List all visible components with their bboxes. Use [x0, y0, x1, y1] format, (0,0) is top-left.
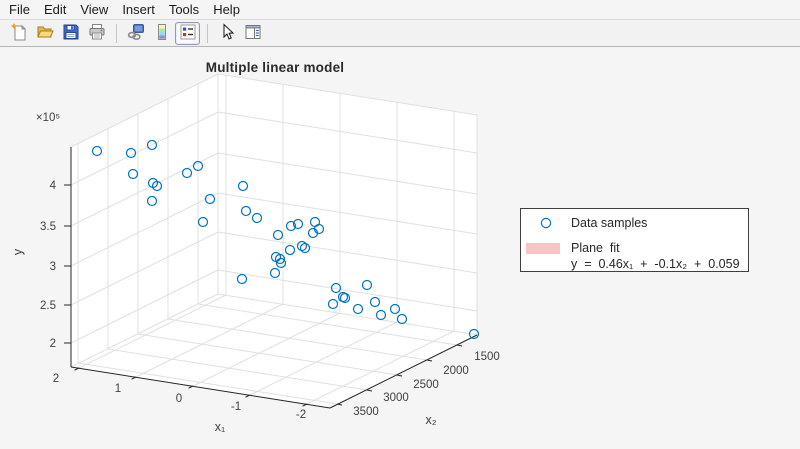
legend-label: Data samples: [571, 216, 648, 230]
data-point: [285, 220, 297, 232]
legend-item-data-samples: Data samples: [521, 214, 748, 232]
save-figure-button[interactable]: [58, 22, 83, 45]
toolbar: [0, 21, 800, 47]
data-point: [337, 291, 349, 303]
insert-colorbar-button[interactable]: [149, 22, 174, 45]
plane-fit-swatch: [526, 243, 560, 254]
data-point: [274, 253, 286, 265]
data-point: [236, 273, 248, 285]
svg-text:-2: -2: [296, 409, 306, 421]
data-point: [313, 223, 325, 235]
svg-text:4: 4: [50, 180, 57, 192]
menu-help[interactable]: Help: [213, 2, 240, 17]
svg-text:2: 2: [50, 338, 56, 350]
data-point: [146, 139, 158, 151]
svg-text:3500: 3500: [353, 406, 379, 418]
legend-icon: [179, 23, 197, 44]
data-point: [240, 205, 252, 217]
data-point: [296, 240, 308, 252]
legend-marker-circle: [521, 216, 571, 230]
data-point: [251, 212, 263, 224]
data-point: [389, 303, 401, 315]
data-point: [204, 193, 216, 205]
menu-view[interactable]: View: [80, 2, 109, 17]
data-point: [125, 147, 137, 159]
svg-text:y: y: [11, 248, 25, 255]
data-point: [275, 257, 287, 269]
property-editor-button[interactable]: [240, 22, 265, 45]
data-point: [151, 180, 163, 192]
link-plot-button[interactable]: [123, 22, 148, 45]
toolbar-separator: [207, 24, 208, 43]
data-point: [339, 292, 351, 304]
legend-item-plane-fit: Plane fit y = 0.46x₁ + -0.1x₂ + 0.059: [521, 240, 748, 272]
svg-text:3000: 3000: [383, 392, 409, 404]
legend-equation: y = 0.46x₁ + -0.1x₂ + 0.059: [571, 257, 740, 271]
svg-text:3: 3: [50, 261, 56, 273]
svg-text:2: 2: [53, 373, 59, 385]
menu-bar: File Edit View Insert Tools Help: [0, 0, 800, 20]
svg-text:1: 1: [115, 383, 121, 395]
toolbar-separator: [116, 24, 117, 43]
svg-text:2000: 2000: [443, 365, 469, 377]
data-point: [237, 180, 249, 192]
svg-text:x₂: x₂: [425, 413, 436, 427]
menu-edit[interactable]: Edit: [43, 2, 67, 17]
data-point: [192, 160, 204, 172]
menu-tools[interactable]: Tools: [168, 2, 200, 17]
svg-text:0: 0: [176, 393, 182, 405]
open-folder-icon: [36, 23, 54, 44]
data-point: [127, 168, 139, 180]
colorbar-icon: [153, 23, 171, 44]
svg-text:2.5: 2.5: [40, 300, 56, 312]
save-floppy-icon: [62, 23, 80, 44]
data-point: [181, 167, 193, 179]
svg-text:×10⁵: ×10⁵: [36, 112, 61, 124]
data-point: [146, 195, 158, 207]
link-plot-icon: [127, 23, 145, 44]
data-point: [284, 244, 296, 256]
data-point: [352, 303, 364, 315]
plot-title: Multiple linear model: [205, 60, 345, 75]
printer-icon: [88, 23, 106, 44]
insert-legend-button[interactable]: [175, 22, 200, 45]
svg-text:-1: -1: [231, 401, 241, 413]
data-point: [91, 145, 103, 157]
print-figure-button[interactable]: [84, 22, 109, 45]
data-point: [369, 296, 381, 308]
svg-text:3.5: 3.5: [40, 221, 56, 233]
open-file-button[interactable]: [32, 22, 57, 45]
data-point: [292, 218, 304, 230]
data-point: [375, 309, 387, 321]
edit-plot-button[interactable]: [214, 22, 239, 45]
data-point: [197, 216, 209, 228]
menu-insert[interactable]: Insert: [122, 2, 155, 17]
data-point: [327, 298, 339, 310]
new-figure-button[interactable]: [6, 22, 31, 45]
scatter-marker-icon: [540, 217, 552, 229]
pointer-arrow-icon: [218, 23, 236, 44]
legend[interactable]: Data samples Plane fit y = 0.46x₁ + -0.1…: [520, 208, 749, 272]
data-point: [272, 229, 284, 241]
data-point: [299, 242, 311, 254]
data-point: [396, 313, 408, 325]
svg-text:1500: 1500: [474, 351, 500, 363]
data-point: [468, 328, 480, 340]
menu-file[interactable]: File: [9, 2, 30, 17]
svg-text:x₁: x₁: [215, 420, 225, 434]
data-point: [330, 282, 342, 294]
legend-label: Plane fit: [571, 241, 620, 255]
data-point: [361, 279, 373, 291]
property-editor-icon: [244, 23, 262, 44]
svg-text:2500: 2500: [413, 379, 439, 391]
data-point: [269, 267, 281, 279]
new-document-icon: [10, 23, 28, 44]
